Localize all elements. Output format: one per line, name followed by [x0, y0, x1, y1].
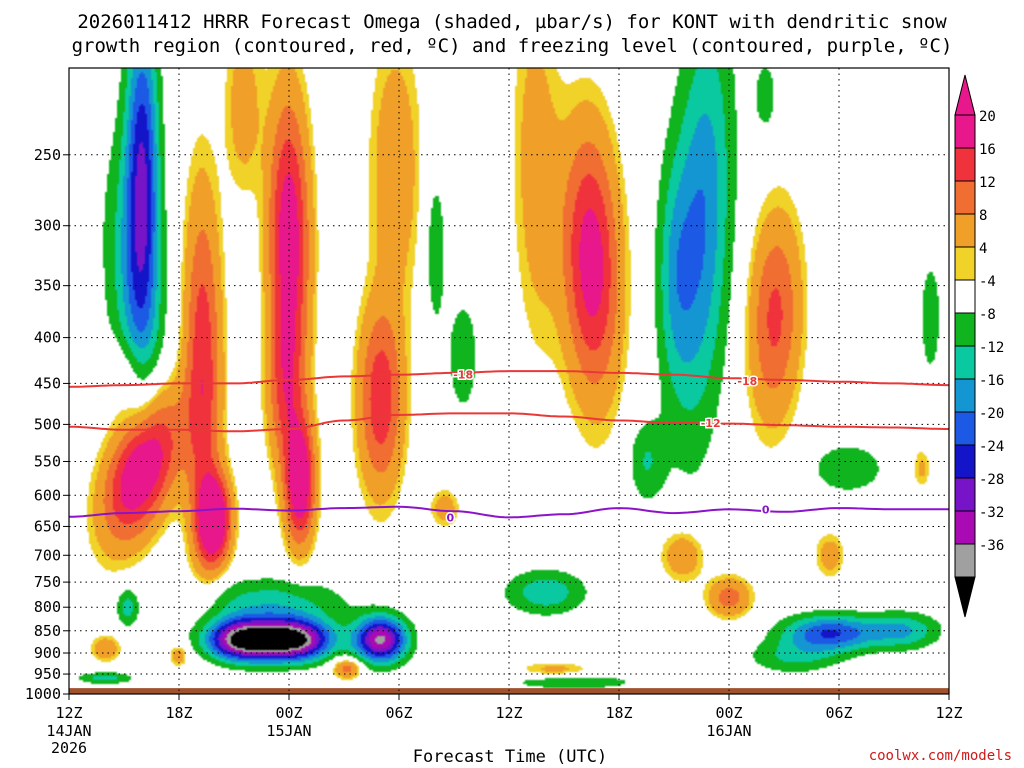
colorbar-label-0: 20: [979, 109, 996, 125]
y-tick-label-600: 600: [34, 486, 61, 504]
ground-layer: [69, 688, 949, 694]
x-axis-label: Forecast Time (UTC): [413, 747, 607, 767]
contour-label-2: -12: [701, 417, 721, 430]
colorbar-label-5: -4: [979, 274, 996, 290]
y-tick-label-800: 800: [34, 598, 61, 616]
x-tick-date-2: 15JAN: [266, 722, 311, 740]
colorbar-label-11: -28: [979, 472, 1004, 488]
colorbar-label-13: -36: [979, 538, 1004, 554]
contour-label-1: -18: [737, 375, 757, 388]
contour-labels: -18 -18 -12 0 0: [445, 367, 771, 526]
y-tick-label-700: 700: [34, 546, 61, 564]
colorbar-swatch-7: [954, 345, 976, 380]
ground-fill: [69, 688, 949, 694]
colorbar-swatch-8: [954, 378, 976, 413]
x-tick-label-0: 12Z: [55, 704, 82, 722]
colorbar-swatch-13: [954, 543, 976, 578]
y-tick-label-500: 500: [34, 415, 61, 433]
colorbar-label-1: 16: [979, 142, 996, 158]
x-tick-label-1: 18Z: [165, 704, 192, 722]
y-tick-label-450: 450: [34, 374, 61, 392]
y-tick-label-350: 350: [34, 277, 61, 295]
colorbar-swatch-11: [954, 477, 976, 512]
colorbar-swatch-12: [954, 510, 976, 545]
plot-area: -18 -18 -12 0 0: [68, 67, 950, 695]
colorbar-label-9: -20: [979, 406, 1004, 422]
x-tick-label-4: 12Z: [495, 704, 522, 722]
x-tick-year-0: 2026: [51, 739, 87, 757]
colorbar-label-8: -16: [979, 373, 1004, 389]
credit-text: coolwx.com/models: [869, 748, 1012, 764]
colorbar-swatch-3: [954, 213, 976, 248]
x-tick-label-8: 12Z: [935, 704, 962, 722]
colorbar-swatch-6: [954, 312, 976, 347]
colorbar-swatch-10: [954, 444, 976, 479]
y-tick-label-850: 850: [34, 622, 61, 640]
freezing-level-line: [68, 505, 949, 519]
grid-lines: [68, 68, 950, 695]
contour-lines: [68, 370, 949, 519]
colorbar-swatch-1: [954, 147, 976, 182]
chart-title-line2: growth region (contoured, red, ºC) and f…: [72, 35, 953, 57]
y-tick-label-650: 650: [34, 517, 61, 535]
x-tick-label-6: 00Z: [715, 704, 742, 722]
colorbar: 20 16 12 8 4 -4 -8 -12 -16 -20 -24 -28 -32 -36: [954, 74, 1004, 618]
colorbar-label-7: -12: [979, 340, 1004, 356]
colorbar-swatch-9: [954, 411, 976, 446]
contour-label-4: 0: [762, 503, 770, 516]
colorbar-label-6: -8: [979, 307, 996, 323]
colorbar-top-arrow: [954, 74, 976, 116]
contour-label-3: 0: [447, 511, 455, 524]
colorbar-swatch-0: [954, 114, 976, 149]
colorbar-label-2: 12: [979, 175, 996, 191]
colorbar-label-3: 8: [979, 208, 987, 224]
x-tick-label-5: 18Z: [605, 704, 632, 722]
x-tick-label-3: 06Z: [385, 704, 412, 722]
colorbar-bottom-arrow: [954, 576, 976, 618]
dgz-upper-line: [68, 370, 949, 388]
chart-title-line1: 2026011412 HRRR Forecast Omega (shaded, …: [77, 11, 947, 33]
colorbar-swatch-2: [954, 180, 976, 215]
y-tick-label-900: 900: [34, 644, 61, 662]
y-tick-label-400: 400: [34, 329, 61, 347]
x-tick-label-7: 06Z: [825, 704, 852, 722]
x-tick-date-6: 16JAN: [706, 722, 751, 740]
contour-label-0: -18: [453, 369, 473, 382]
colorbar-label-4: 4: [979, 241, 987, 257]
colorbar-label-12: -32: [979, 505, 1004, 521]
y-tick-label-950: 950: [34, 665, 61, 683]
x-tick-date-0: 14JAN: [46, 722, 91, 740]
y-tick-label-300: 300: [34, 217, 61, 235]
colorbar-label-10: -24: [979, 439, 1004, 455]
colorbar-swatch-5: [954, 279, 976, 314]
y-tick-label-750: 750: [34, 573, 61, 591]
dgz-lower-line: [68, 412, 949, 433]
y-tick-label-250: 250: [34, 146, 61, 164]
y-tick-label-550: 550: [34, 452, 61, 470]
y-tick-label-1000: 1000: [25, 685, 61, 703]
y-axis-ticks: 250 300 350 400 450 500 550 600 650 700 750 800 850 9…: [25, 146, 69, 703]
colorbar-swatch-4: [954, 246, 976, 281]
x-tick-label-2: 00Z: [275, 704, 302, 722]
